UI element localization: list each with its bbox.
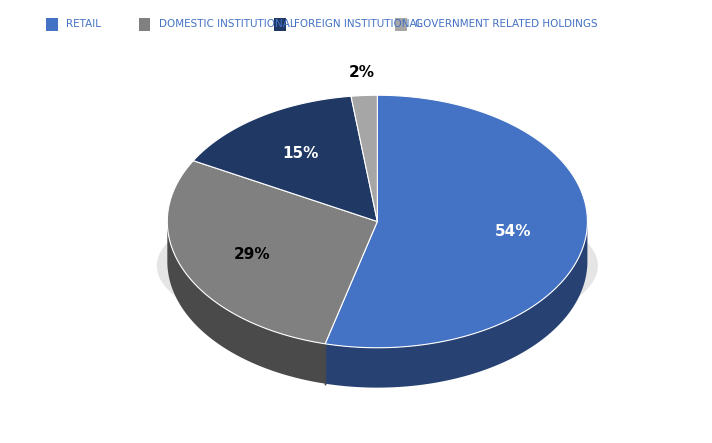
Polygon shape: [351, 95, 377, 222]
Polygon shape: [325, 95, 587, 348]
Text: RETAIL: RETAIL: [66, 19, 101, 29]
Bar: [46, 18, 58, 31]
Text: FOREIGN INSTITUTIONAL: FOREIGN INSTITUTIONAL: [294, 19, 422, 29]
Bar: [274, 18, 286, 31]
Ellipse shape: [157, 190, 598, 342]
Text: DOMESTIC INSTITUTIONAL: DOMESTIC INSTITUTIONAL: [159, 19, 295, 29]
Polygon shape: [167, 222, 325, 384]
Polygon shape: [325, 222, 587, 388]
Text: 54%: 54%: [495, 224, 531, 239]
Text: GOVERNMENT RELATED HOLDINGS: GOVERNMENT RELATED HOLDINGS: [415, 19, 597, 29]
Text: 15%: 15%: [283, 146, 319, 161]
Text: 2%: 2%: [349, 65, 375, 80]
Text: 29%: 29%: [234, 247, 271, 262]
Polygon shape: [167, 161, 377, 344]
Bar: [395, 18, 407, 31]
Bar: [139, 18, 150, 31]
Polygon shape: [193, 96, 377, 222]
